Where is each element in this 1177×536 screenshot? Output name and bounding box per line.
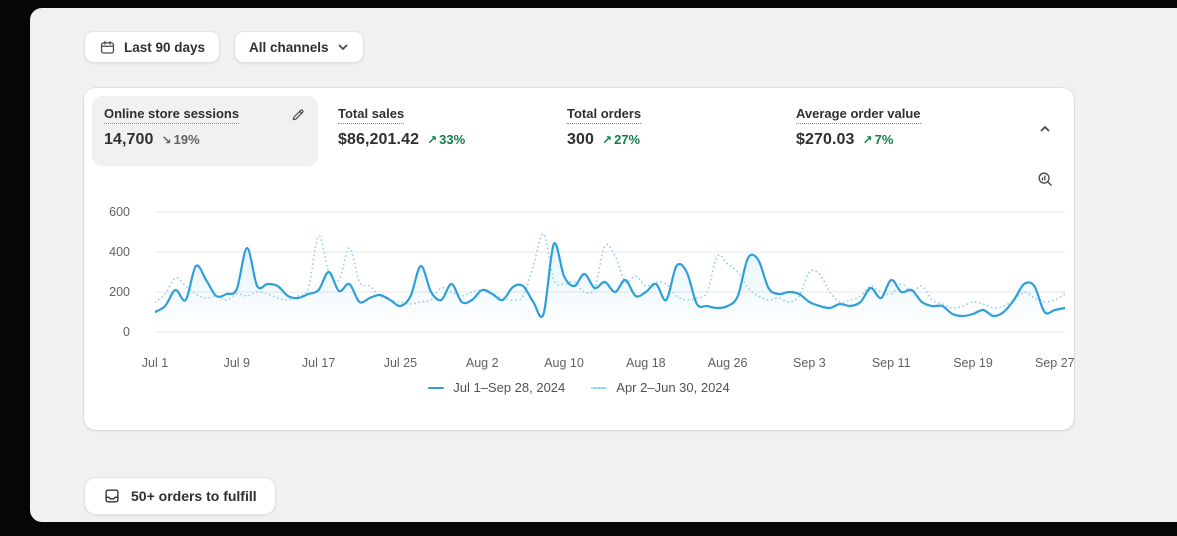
chevron-down-icon	[337, 41, 349, 53]
x-axis-label: Jul 9	[223, 356, 250, 370]
x-axis-label: Sep 27	[1034, 356, 1075, 370]
chart-canvas	[155, 211, 1065, 333]
trend-badge: ↗ 33%	[427, 132, 465, 147]
trend-percent: 27%	[614, 132, 641, 147]
y-axis-label: 400	[109, 245, 130, 259]
chevron-up-icon	[1038, 122, 1052, 136]
analytics-card: Online store sessions 14,700 ↘ 19% Total …	[84, 88, 1075, 430]
x-axis-label: Jul 1	[141, 356, 169, 370]
magnifier-chart-icon	[1036, 170, 1054, 188]
metric-average-order-value[interactable]: Average order value $270.03 ↗ 7%	[796, 96, 1005, 149]
trend-badge: ↗ 7%	[863, 132, 894, 147]
metric-label: Total sales	[338, 106, 405, 124]
channel-filter-label: All channels	[249, 39, 329, 55]
date-range-button[interactable]: Last 90 days	[84, 31, 221, 63]
trend-up-icon: ↗	[862, 133, 873, 147]
metric-label: Average order value	[796, 106, 921, 124]
sessions-line-chart: 0 200 400 600 Jul 1 Jul 9 Jul 17 Jul 25 Aug 2 Au…	[84, 205, 1075, 378]
y-axis-label: 200	[109, 285, 130, 299]
metric-label: Online store sessions	[104, 106, 240, 124]
channel-filter-button[interactable]: All channels	[234, 31, 364, 63]
legend-item: Jul 1–Sep 28, 2024	[428, 380, 565, 395]
calendar-icon	[99, 39, 116, 56]
trend-down-icon: ↘	[161, 133, 172, 147]
x-axis-label: Aug 2	[465, 356, 499, 370]
plot-area: Jul 1 Jul 9 Jul 17 Jul 25 Aug 2 Aug 10 Aug 18 A…	[142, 210, 1075, 378]
metric-value: $270.03	[796, 131, 855, 148]
x-axis-label: Aug 18	[625, 356, 666, 370]
x-axis-label: Aug 10	[544, 356, 584, 370]
metric-label: Total orders	[567, 106, 642, 124]
metric-value: $86,201.42	[338, 131, 420, 148]
trend-up-icon: ↗	[427, 133, 438, 147]
date-range-label: Last 90 days	[124, 39, 206, 55]
x-axis-label: Jul 17	[301, 356, 336, 370]
legend-item: Apr 2–Jun 30, 2024	[591, 380, 730, 395]
edit-pencil-icon[interactable]	[290, 107, 306, 123]
trend-percent: 19%	[173, 132, 200, 147]
x-axis-label: Sep 19	[953, 356, 993, 370]
legend-label: Apr 2–Jun 30, 2024	[616, 380, 730, 395]
trend-up-icon: ↗	[602, 133, 613, 147]
orders-to-fulfill-label: 50+ orders to fulfill	[131, 488, 257, 504]
chart-legend: Jul 1–Sep 28, 2024 Apr 2–Jun 30, 2024	[84, 380, 1074, 395]
x-axis-label: Sep 11	[871, 356, 911, 370]
trend-percent: 7%	[874, 132, 894, 147]
view-report-button[interactable]	[1034, 168, 1056, 190]
collapse-card-button[interactable]	[1034, 118, 1056, 140]
dotted-line-swatch	[591, 386, 608, 389]
trend-badge: ↗ 27%	[602, 132, 640, 147]
solid-line-swatch	[428, 386, 445, 389]
admin-content-area: Last 90 days All channels Online store s…	[30, 8, 1177, 522]
metric-value: 14,700	[104, 131, 154, 148]
orders-inbox-icon	[103, 487, 121, 505]
filter-row: Last 90 days All channels	[30, 8, 1177, 63]
metric-total-sales[interactable]: Total sales $86,201.42 ↗ 33%	[338, 96, 547, 149]
metric-value: 300	[567, 131, 594, 148]
y-axis-label: 600	[109, 205, 130, 219]
y-axis: 0 200 400 600	[84, 205, 130, 339]
x-axis-label: Aug 26	[707, 356, 748, 370]
y-axis-label: 0	[123, 325, 130, 339]
trend-badge: ↘ 19%	[162, 132, 200, 147]
legend-label: Jul 1–Sep 28, 2024	[453, 380, 566, 395]
orders-to-fulfill-button[interactable]: 50+ orders to fulfill	[84, 477, 276, 515]
trend-percent: 33%	[439, 132, 466, 147]
metrics-row: Online store sessions 14,700 ↘ 19% Total …	[84, 88, 1074, 174]
x-axis-label: Sep 3	[793, 356, 826, 370]
x-axis-label: Jul 25	[383, 356, 418, 370]
metric-online-store-sessions[interactable]: Online store sessions 14,700 ↘ 19%	[92, 96, 318, 166]
metric-total-orders[interactable]: Total orders 300 ↗ 27%	[567, 96, 776, 149]
